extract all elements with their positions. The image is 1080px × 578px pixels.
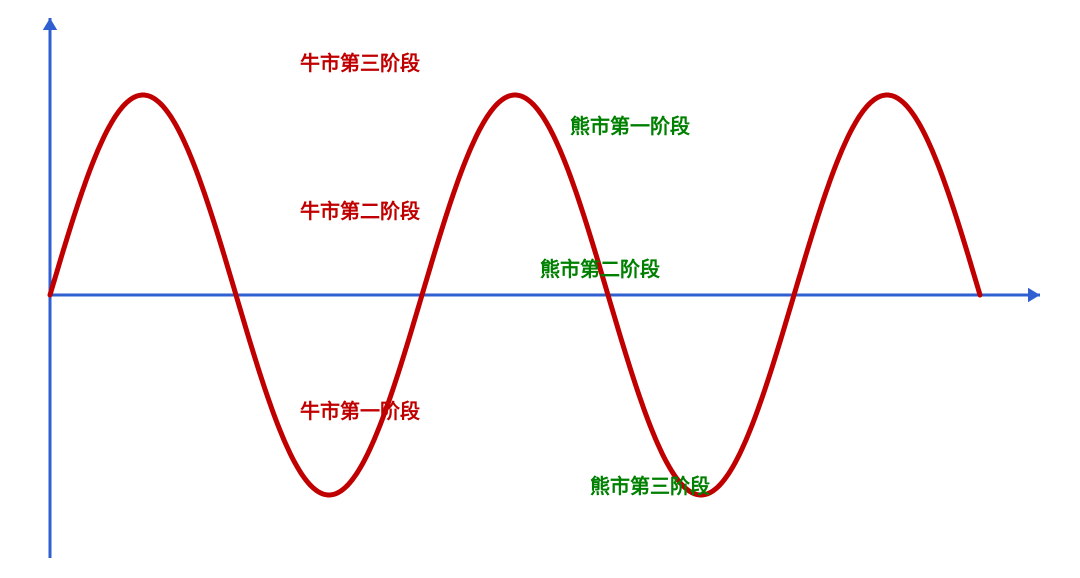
chart-svg xyxy=(0,0,1080,578)
x-axis-arrow xyxy=(1028,288,1040,302)
label-bear2: 熊市第二阶段 xyxy=(540,258,660,282)
label-bull1: 牛市第一阶段 xyxy=(300,400,420,424)
label-bull3: 牛市第三阶段 xyxy=(300,52,420,76)
label-bear1: 熊市第一阶段 xyxy=(570,115,690,139)
y-axis-arrow xyxy=(43,18,57,30)
axes-group xyxy=(43,18,1040,558)
label-bear3: 熊市第三阶段 xyxy=(590,475,710,499)
label-bull2: 牛市第二阶段 xyxy=(300,200,420,224)
market-cycle-chart: 牛市第三阶段 牛市第二阶段 牛市第一阶段 熊市第一阶段 熊市第二阶段 熊市第三阶… xyxy=(0,0,1080,578)
